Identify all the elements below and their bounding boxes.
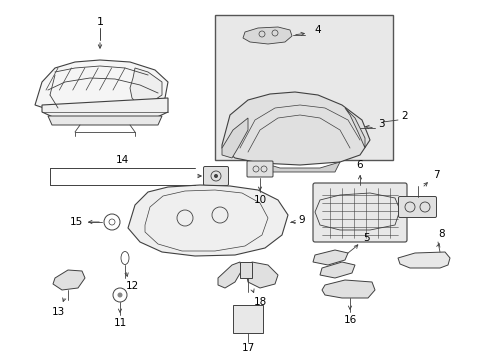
Polygon shape (243, 27, 291, 44)
Text: 10: 10 (253, 195, 266, 205)
Polygon shape (222, 92, 369, 165)
Polygon shape (240, 262, 251, 278)
Polygon shape (42, 98, 168, 120)
Text: 6: 6 (356, 160, 363, 170)
Polygon shape (53, 270, 85, 290)
Polygon shape (128, 185, 287, 256)
Text: 13: 13 (51, 307, 64, 317)
Polygon shape (345, 108, 364, 148)
FancyBboxPatch shape (312, 183, 406, 242)
Polygon shape (321, 280, 374, 298)
Text: 16: 16 (343, 315, 356, 325)
Text: 2: 2 (401, 111, 407, 121)
Text: 1: 1 (96, 17, 103, 27)
Polygon shape (245, 262, 278, 288)
Polygon shape (312, 250, 347, 265)
Polygon shape (397, 252, 449, 268)
Polygon shape (222, 118, 247, 158)
Text: 8: 8 (438, 229, 445, 239)
Polygon shape (260, 162, 339, 172)
Text: 12: 12 (125, 281, 138, 291)
Text: 17: 17 (241, 343, 254, 353)
Polygon shape (35, 60, 168, 117)
Text: 9: 9 (298, 215, 305, 225)
Polygon shape (319, 262, 354, 278)
FancyBboxPatch shape (246, 161, 272, 177)
Circle shape (214, 174, 218, 178)
Text: 11: 11 (113, 318, 126, 328)
Text: 15: 15 (69, 217, 82, 227)
Circle shape (117, 292, 122, 297)
Text: 7: 7 (432, 170, 438, 180)
Text: 4: 4 (314, 25, 321, 35)
Polygon shape (130, 68, 162, 105)
Text: 18: 18 (253, 297, 266, 307)
Polygon shape (48, 116, 162, 125)
Bar (215, 15, 392, 160)
Text: 14: 14 (115, 155, 128, 165)
Polygon shape (218, 262, 242, 288)
Text: 3: 3 (377, 119, 384, 129)
Bar (232, 305, 263, 333)
Text: 5: 5 (362, 233, 368, 243)
FancyBboxPatch shape (203, 166, 228, 185)
FancyBboxPatch shape (398, 197, 436, 217)
